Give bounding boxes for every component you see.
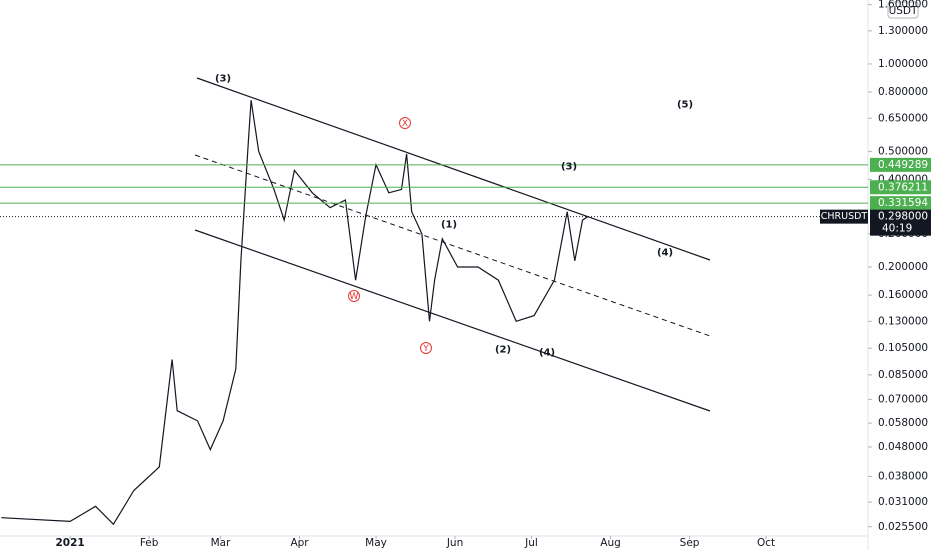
level-label: 0.331594 [878, 197, 928, 209]
y-tick-label: 1.000000 [878, 58, 928, 70]
y-tick-label: 0.800000 [878, 86, 928, 98]
x-tick-label: Feb [140, 537, 159, 549]
price-line [1, 100, 588, 526]
y-tick-label: 0.200000 [878, 261, 928, 273]
y-tick-label: 0.038000 [878, 470, 928, 482]
y-tick-label: 0.160000 [878, 289, 928, 301]
wave-label: (3) [215, 74, 231, 85]
y-tick-label: 0.650000 [878, 112, 928, 124]
y-tick-label: 1.300000 [878, 25, 928, 37]
x-tick-label: Oct [757, 537, 775, 549]
y-tick-label: 0.130000 [878, 315, 928, 327]
x-tick-label: Apr [290, 537, 309, 549]
y-tick-label: 1.600000 [878, 0, 928, 11]
symbol-badge [820, 209, 868, 224]
channel-mid [194, 154, 711, 337]
x-tick-label: Jul [524, 537, 538, 549]
y-tick-label: 0.070000 [878, 393, 928, 405]
currency-box[interactable] [887, 1, 919, 19]
y-tick-label: 0.031000 [878, 496, 928, 508]
wave-label: (3) [561, 162, 577, 173]
currency[interactable]: USDT [889, 5, 918, 17]
y-tick-label: 0.085000 [878, 369, 928, 381]
wave-label: (5) [677, 100, 693, 111]
x-tick-label: 2021 [55, 537, 84, 549]
price-badge [870, 209, 931, 236]
wave-label: (2) [495, 345, 511, 356]
wave-circle [420, 342, 432, 354]
price-label: 0.298000 [878, 211, 928, 223]
level-label: 0.376211 [878, 181, 928, 193]
channel-upper [196, 77, 711, 261]
level-label: 0.449289 [878, 159, 928, 171]
wave-label: (1) [441, 220, 457, 231]
wave-circle [399, 117, 411, 129]
y-tick-label: 0.048000 [878, 441, 928, 453]
wave-circled-label: W [350, 292, 359, 302]
channel-lower [194, 229, 711, 412]
level-badge [870, 180, 931, 195]
wave-circled-label: X [402, 119, 408, 129]
wave-label: (4) [539, 348, 555, 359]
symbol-label: CHRUSDT [821, 211, 868, 222]
wave-circled-label: Y [422, 344, 429, 354]
x-tick-label: Aug [600, 537, 621, 549]
x-tick-label: Mar [211, 537, 231, 549]
level-badge [870, 157, 931, 172]
wave-label: (4) [657, 248, 673, 259]
countdown: 40:19 [882, 223, 912, 235]
level-badge [870, 196, 931, 211]
y-tick-label: 0.025500 [878, 521, 928, 533]
y-tick-label: 0.500000 [878, 145, 928, 157]
x-tick-label: Sep [680, 537, 700, 549]
y-tick-label: 0.105000 [878, 342, 928, 354]
wave-circle [348, 290, 360, 302]
plot [1, 100, 588, 526]
x-tick-label: Jun [446, 537, 463, 549]
x-tick-label: May [365, 537, 387, 549]
y-tick-label: 0.058000 [878, 417, 928, 429]
